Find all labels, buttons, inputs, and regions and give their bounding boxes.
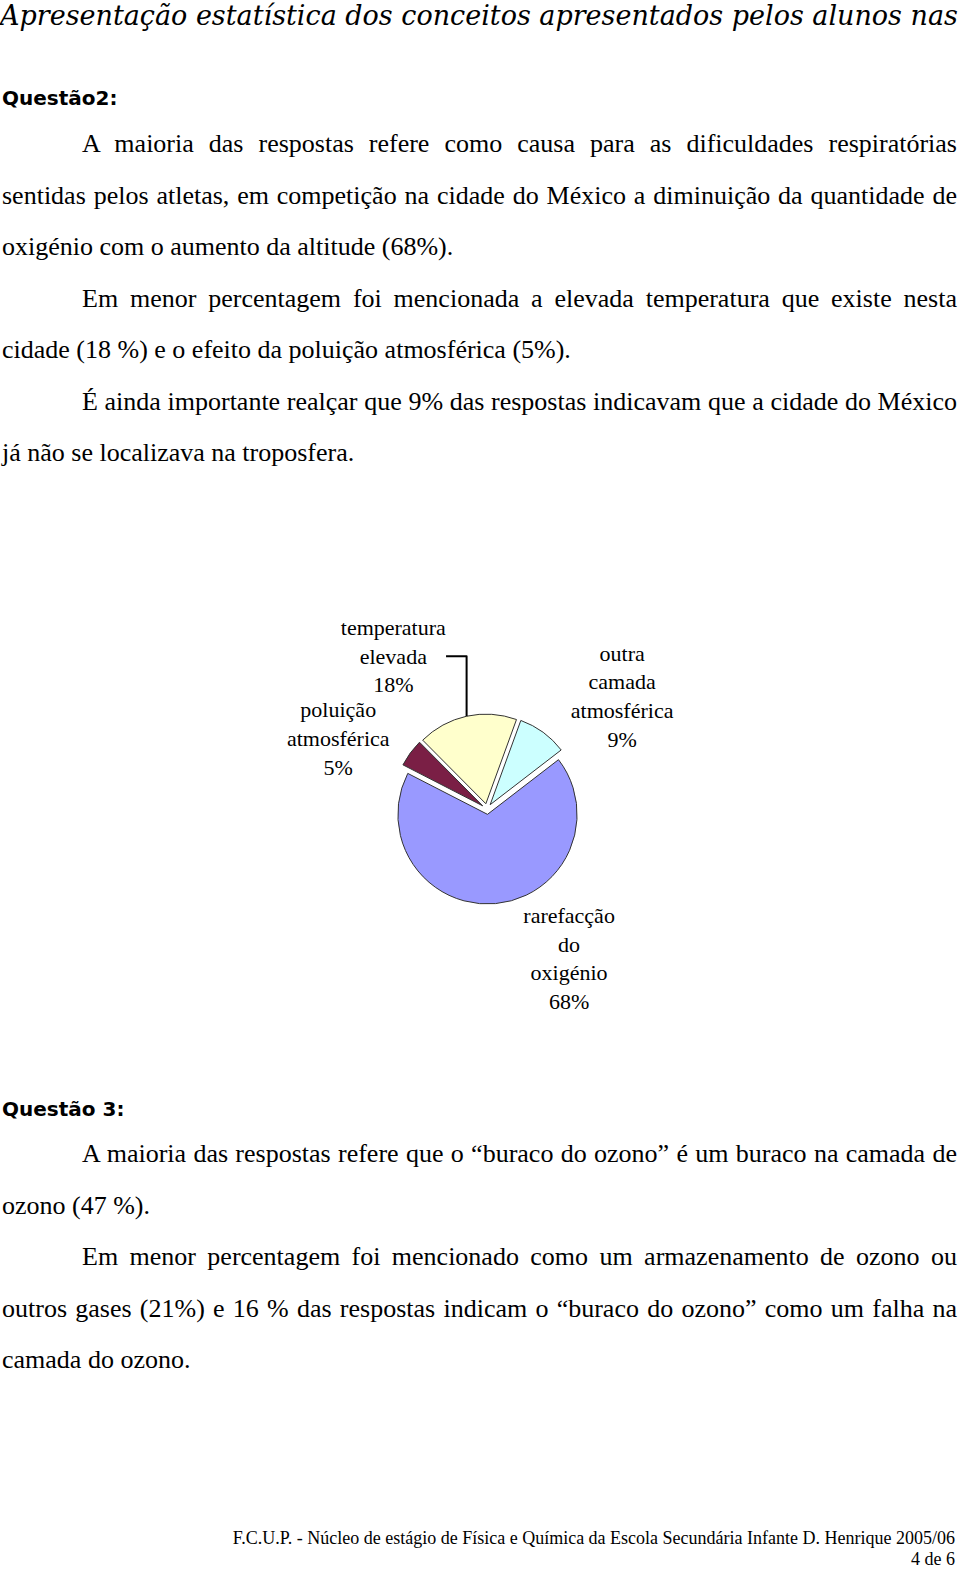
html-text:A maioria das respostas refere: A maioria das respostas refere que o “bu…	[2, 1139, 957, 1220]
html-text:Questão2:: Questão2:	[2, 86, 118, 110]
html-text:A maioria das respostas refere: A maioria das respostas refere como caus…	[2, 129, 957, 261]
html-text:É ainda importante realçar que: É ainda importante realçar que 9% das re…	[2, 386, 957, 467]
svg-text:outracamadaatmosférica9%: outracamadaatmosférica9%	[571, 641, 674, 752]
svg-text:rarefacçãodooxigénio68%: rarefacçãodooxigénio68%	[523, 903, 615, 1014]
html-text:Questão 3:: Questão 3:	[2, 1097, 125, 1121]
svg-text:temperaturaelevada18%: temperaturaelevada18%	[341, 615, 446, 697]
html-text:4 de 6: 4 de 6	[911, 1549, 955, 1569]
svg-text:poluiçãoatmosférica5%: poluiçãoatmosférica5%	[287, 697, 390, 779]
html-text:F.C.U.P. - Núcleo de estágio d: F.C.U.P. - Núcleo de estágio de Física e…	[232, 1528, 955, 1548]
html-text:Em menor percentagem foi menci: Em menor percentagem foi mencionado como…	[2, 1242, 957, 1374]
html-text:Em menor percentagem foi menci: Em menor percentagem foi mencionada a el…	[2, 283, 957, 364]
